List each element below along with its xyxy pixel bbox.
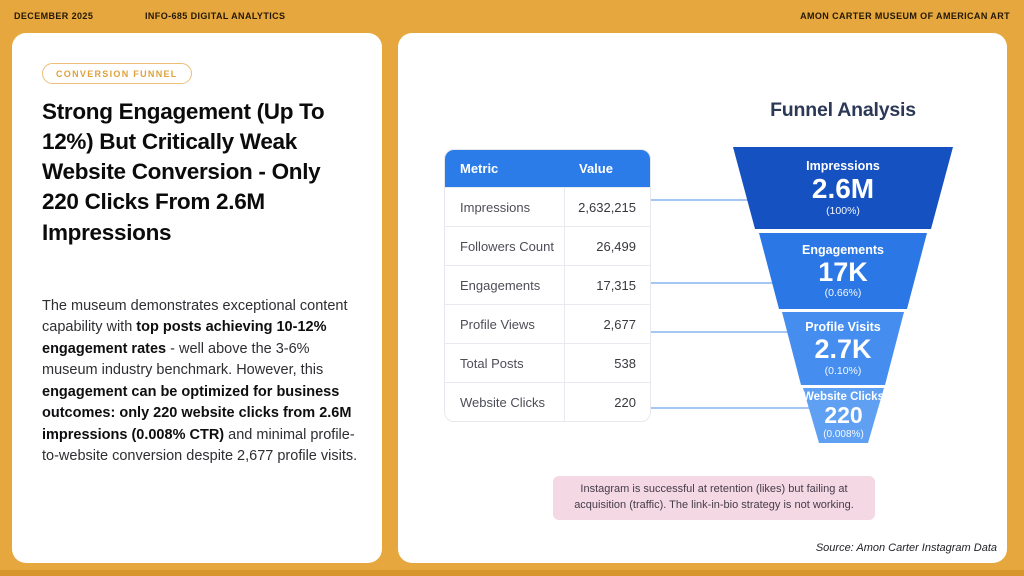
table-row: Engagements 17,315 [445, 265, 650, 304]
slide-headline: Strong Engagement (Up To 12%) But Critic… [42, 99, 325, 245]
connector-line-impressions [651, 199, 751, 201]
table-cell-value: 17,315 [564, 266, 650, 304]
table-cell-value: 26,499 [564, 227, 650, 265]
table-cell-metric: Profile Views [460, 316, 535, 332]
table-cell-metric: Total Posts [460, 355, 524, 371]
conversion-funnel-badge: CONVERSION FUNNEL [42, 63, 192, 84]
connector-line-website-clicks [651, 407, 813, 409]
data-source-caption: Source: Amon Carter Instagram Data [815, 542, 997, 554]
metrics-table: Metric Value Impressions 2,632,215 Follo… [444, 149, 651, 422]
table-header-metric: Metric [460, 161, 499, 176]
funnel-stage-engagements: Engagements 17K (0.66%) [759, 233, 927, 309]
stage-value: 2.6M [811, 173, 875, 205]
table-cell-metric: Website Clicks [460, 394, 546, 410]
table-header-value: Value [579, 161, 613, 176]
table-header-row: Metric Value [445, 150, 650, 187]
funnel-stage-website-clicks: Website Clicks 220 (0.008%) [803, 388, 884, 443]
bottom-accent-strip [0, 570, 1024, 576]
table-row: Profile Views 2,677 [445, 304, 650, 343]
stage-percentage: (0.66%) [824, 287, 862, 300]
stage-percentage: (100%) [826, 204, 860, 217]
table-row: Total Posts 538 [445, 343, 650, 382]
stage-percentage: (0.10%) [824, 364, 862, 377]
funnel-panel-card: Funnel Analysis Metric Value Impressions… [398, 33, 1007, 563]
funnel-stage-impressions: Impressions 2.6M (100%) [733, 147, 953, 229]
stage-value: 2.7K [814, 334, 872, 365]
text-panel-card: CONVERSION FUNNEL Strong Engagement (Up … [12, 33, 382, 563]
stage-value: 17K [818, 256, 868, 287]
table-cell-value: 220 [564, 383, 650, 421]
funnel-stage-profile-visits: Profile Visits 2.7K (0.10%) [782, 312, 904, 385]
table-cell-value: 538 [564, 344, 650, 382]
stage-label: Profile Visits [805, 320, 881, 335]
table-row: Website Clicks 220 [445, 382, 650, 421]
stage-percentage: (0.008%) [823, 428, 864, 440]
table-row: Impressions 2,632,215 [445, 187, 650, 226]
header-date: DECEMBER 2025 [14, 11, 94, 21]
connector-line-profile-views [651, 331, 791, 333]
header-organization: AMON CARTER MUSEUM OF AMERICAN ART [800, 11, 1010, 21]
table-cell-metric: Engagements [460, 277, 541, 293]
funnel-chart-title: Funnel Analysis [770, 99, 916, 121]
connector-line-engagements [651, 282, 776, 284]
table-row: Followers Count 26,499 [445, 226, 650, 265]
insight-note: Instagram is successful at retention (li… [553, 476, 875, 520]
table-cell-metric: Impressions [460, 199, 531, 215]
stage-label: Website Clicks [803, 391, 884, 404]
stage-value: 220 [824, 402, 863, 429]
table-cell-value: 2,632,215 [564, 188, 650, 226]
top-header-bar: DECEMBER 2025 INFO-685 DIGITAL ANALYTICS… [0, 0, 1024, 33]
table-cell-value: 2,677 [564, 305, 650, 343]
header-course-title: INFO-685 DIGITAL ANALYTICS [145, 11, 286, 21]
table-cell-metric: Followers Count [460, 238, 554, 254]
stage-label: Engagements [802, 242, 884, 257]
stage-label: Impressions [806, 159, 880, 174]
slide-body-paragraph: The museum demonstrates exceptional cont… [42, 298, 358, 465]
